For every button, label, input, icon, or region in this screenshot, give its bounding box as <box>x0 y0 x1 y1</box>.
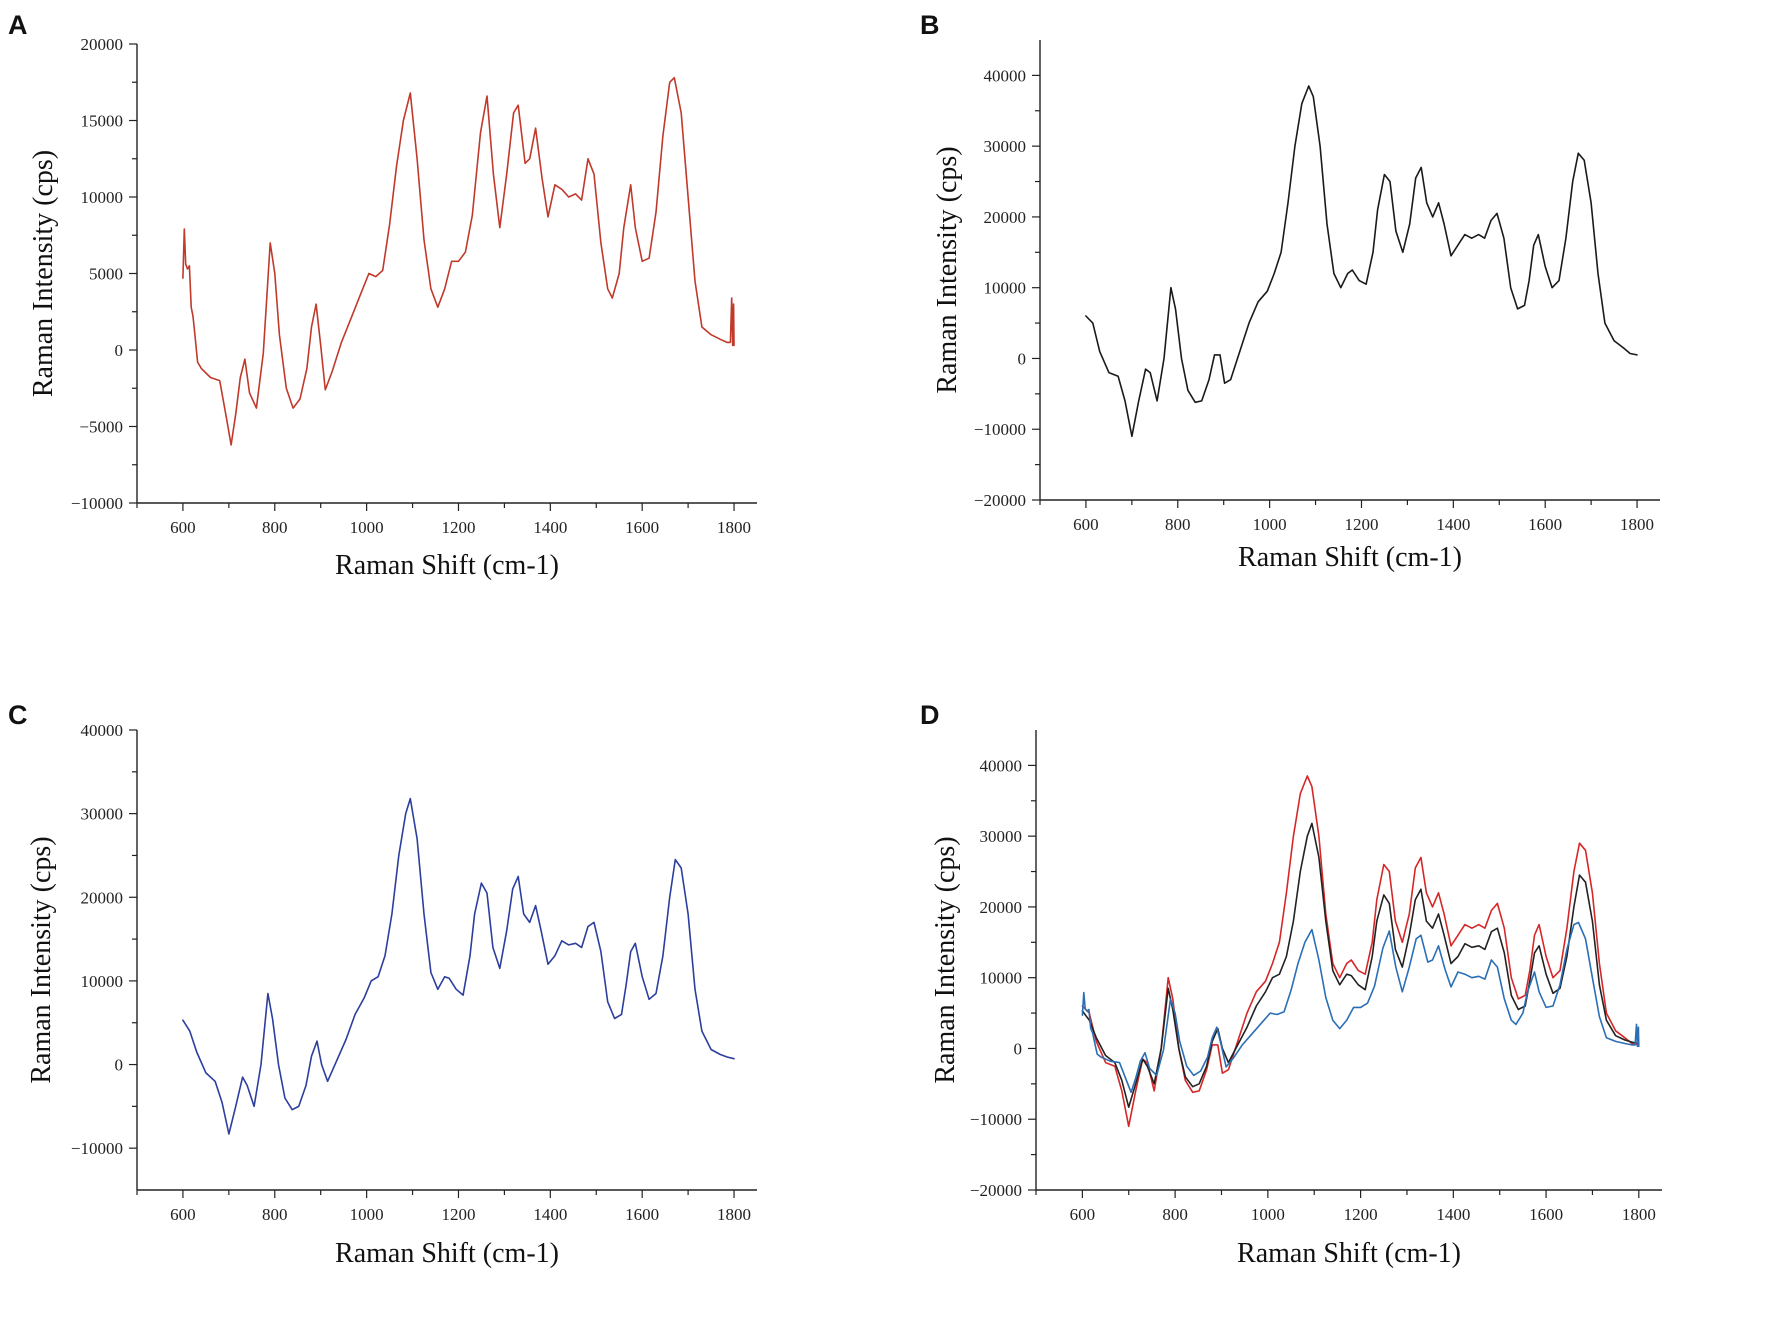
x-tick-label: 1000 <box>350 518 384 537</box>
y-tick-label: 5000 <box>89 265 123 284</box>
series-line-spectrum-B <box>1085 85 1638 438</box>
x-tick-label: 1000 <box>1251 1205 1285 1224</box>
x-tick-label: 1400 <box>533 1205 567 1224</box>
panel-letter-b: B <box>920 10 940 40</box>
panel-letter-d: D <box>920 700 940 730</box>
y-tick-label: 40000 <box>980 756 1023 775</box>
x-tick-label: 1400 <box>533 518 567 537</box>
y-tick-label: −10000 <box>970 1110 1022 1129</box>
panel-letter-a: A <box>8 10 28 40</box>
x-tick-label: 1600 <box>625 518 659 537</box>
y-axis-title: Raman Intensity (cps) <box>932 146 963 393</box>
x-tick-label: 1400 <box>1436 515 1470 534</box>
y-tick-label: 20000 <box>980 898 1023 917</box>
x-tick-label: 600 <box>170 518 196 537</box>
x-tick-label: 1800 <box>717 1205 751 1224</box>
x-tick-label: 1800 <box>1620 515 1654 534</box>
x-tick-label: 1800 <box>1622 1205 1656 1224</box>
x-tick-label: 1200 <box>1344 1205 1378 1224</box>
y-tick-label: 10000 <box>984 279 1027 298</box>
x-tick-label: 600 <box>1070 1205 1096 1224</box>
y-tick-label: 10000 <box>980 969 1023 988</box>
series-line-spectrum-C <box>182 797 735 1135</box>
chart-a: 600 800 1000 1200 1400 1600 1800 −10000 −5000 0 50… <box>28 35 757 581</box>
y-tick-label: 0 <box>115 1056 124 1075</box>
y-tick-label: 20000 <box>81 888 124 907</box>
series-line-blue <box>1081 921 1640 1094</box>
x-tick-label: 1200 <box>441 1205 475 1224</box>
y-tick-label: 15000 <box>81 112 124 131</box>
x-tick-label: 1600 <box>1529 1205 1563 1224</box>
x-tick-label: 800 <box>262 518 288 537</box>
series-line-red <box>1081 775 1640 1128</box>
x-tick-label: 1000 <box>350 1205 384 1224</box>
y-tick-label: 20000 <box>984 208 1027 227</box>
chart-b: 600 800 1000 1200 1400 1600 1800 −20000 −10000 0 1… <box>932 40 1660 573</box>
y-axis-title: Raman Intensity (cps) <box>26 836 57 1083</box>
x-tick-label: 1200 <box>1344 515 1378 534</box>
y-tick-label: −5000 <box>79 418 123 437</box>
y-tick-label: −10000 <box>974 420 1026 439</box>
x-tick-label: 600 <box>170 1205 196 1224</box>
y-tick-label: 40000 <box>81 721 124 740</box>
y-tick-label: −20000 <box>970 1181 1022 1200</box>
x-tick-label: 800 <box>1165 515 1191 534</box>
panel-d: D 600 800 1000 1200 1400 1600 1800 −20000 −10000… <box>900 690 1775 1337</box>
x-tick-label: 1400 <box>1436 1205 1470 1224</box>
x-axis-title: Raman Shift (cm-1) <box>1237 1238 1461 1269</box>
y-tick-label: 0 <box>1014 1039 1023 1058</box>
y-tick-label: 10000 <box>81 972 124 991</box>
series-line-spectrum-A <box>182 76 735 446</box>
y-tick-label: −10000 <box>71 1139 123 1158</box>
y-tick-label: 10000 <box>81 188 124 207</box>
series-line-black <box>1081 822 1640 1109</box>
y-tick-label: −10000 <box>71 494 123 513</box>
x-axis-title: Raman Shift (cm-1) <box>1238 542 1462 573</box>
y-tick-label: 30000 <box>984 137 1027 156</box>
panel-b: B 600 800 1000 1200 1400 1600 1800 −20000 −10000… <box>900 0 1775 650</box>
y-axis-title: Raman Intensity (cps) <box>28 150 59 397</box>
chart-c: 600 800 1000 1200 1400 1600 1800 −10000 0 10000 20… <box>26 721 757 1269</box>
y-tick-label: 0 <box>1018 349 1027 368</box>
x-axis-title: Raman Shift (cm-1) <box>335 550 559 581</box>
y-tick-label: 0 <box>115 341 124 360</box>
x-tick-label: 800 <box>1162 1205 1188 1224</box>
x-tick-label: 600 <box>1073 515 1099 534</box>
y-tick-label: 40000 <box>984 66 1027 85</box>
panel-letter-c: C <box>8 700 28 730</box>
y-tick-label: 20000 <box>81 35 124 54</box>
x-tick-label: 1600 <box>625 1205 659 1224</box>
x-tick-label: 1200 <box>441 518 475 537</box>
x-tick-label: 800 <box>262 1205 288 1224</box>
chart-d: 600 800 1000 1200 1400 1600 1800 −20000 −10000 0 1… <box>930 730 1662 1269</box>
panel-c: C 600 800 1000 1200 1400 1600 1800 −10000 0 10000… <box>0 690 880 1337</box>
x-tick-label: 1600 <box>1528 515 1562 534</box>
y-tick-label: 30000 <box>980 827 1023 846</box>
y-tick-label: −20000 <box>974 491 1026 510</box>
x-tick-label: 1800 <box>717 518 751 537</box>
y-axis-title: Raman Intensity (cps) <box>930 836 961 1083</box>
panel-a: A 600 800 1000 1200 1400 1600 1800 −10000 −5000 0… <box>0 0 880 650</box>
y-tick-label: 30000 <box>81 805 124 824</box>
x-tick-label: 1000 <box>1253 515 1287 534</box>
x-axis-title: Raman Shift (cm-1) <box>335 1238 559 1269</box>
